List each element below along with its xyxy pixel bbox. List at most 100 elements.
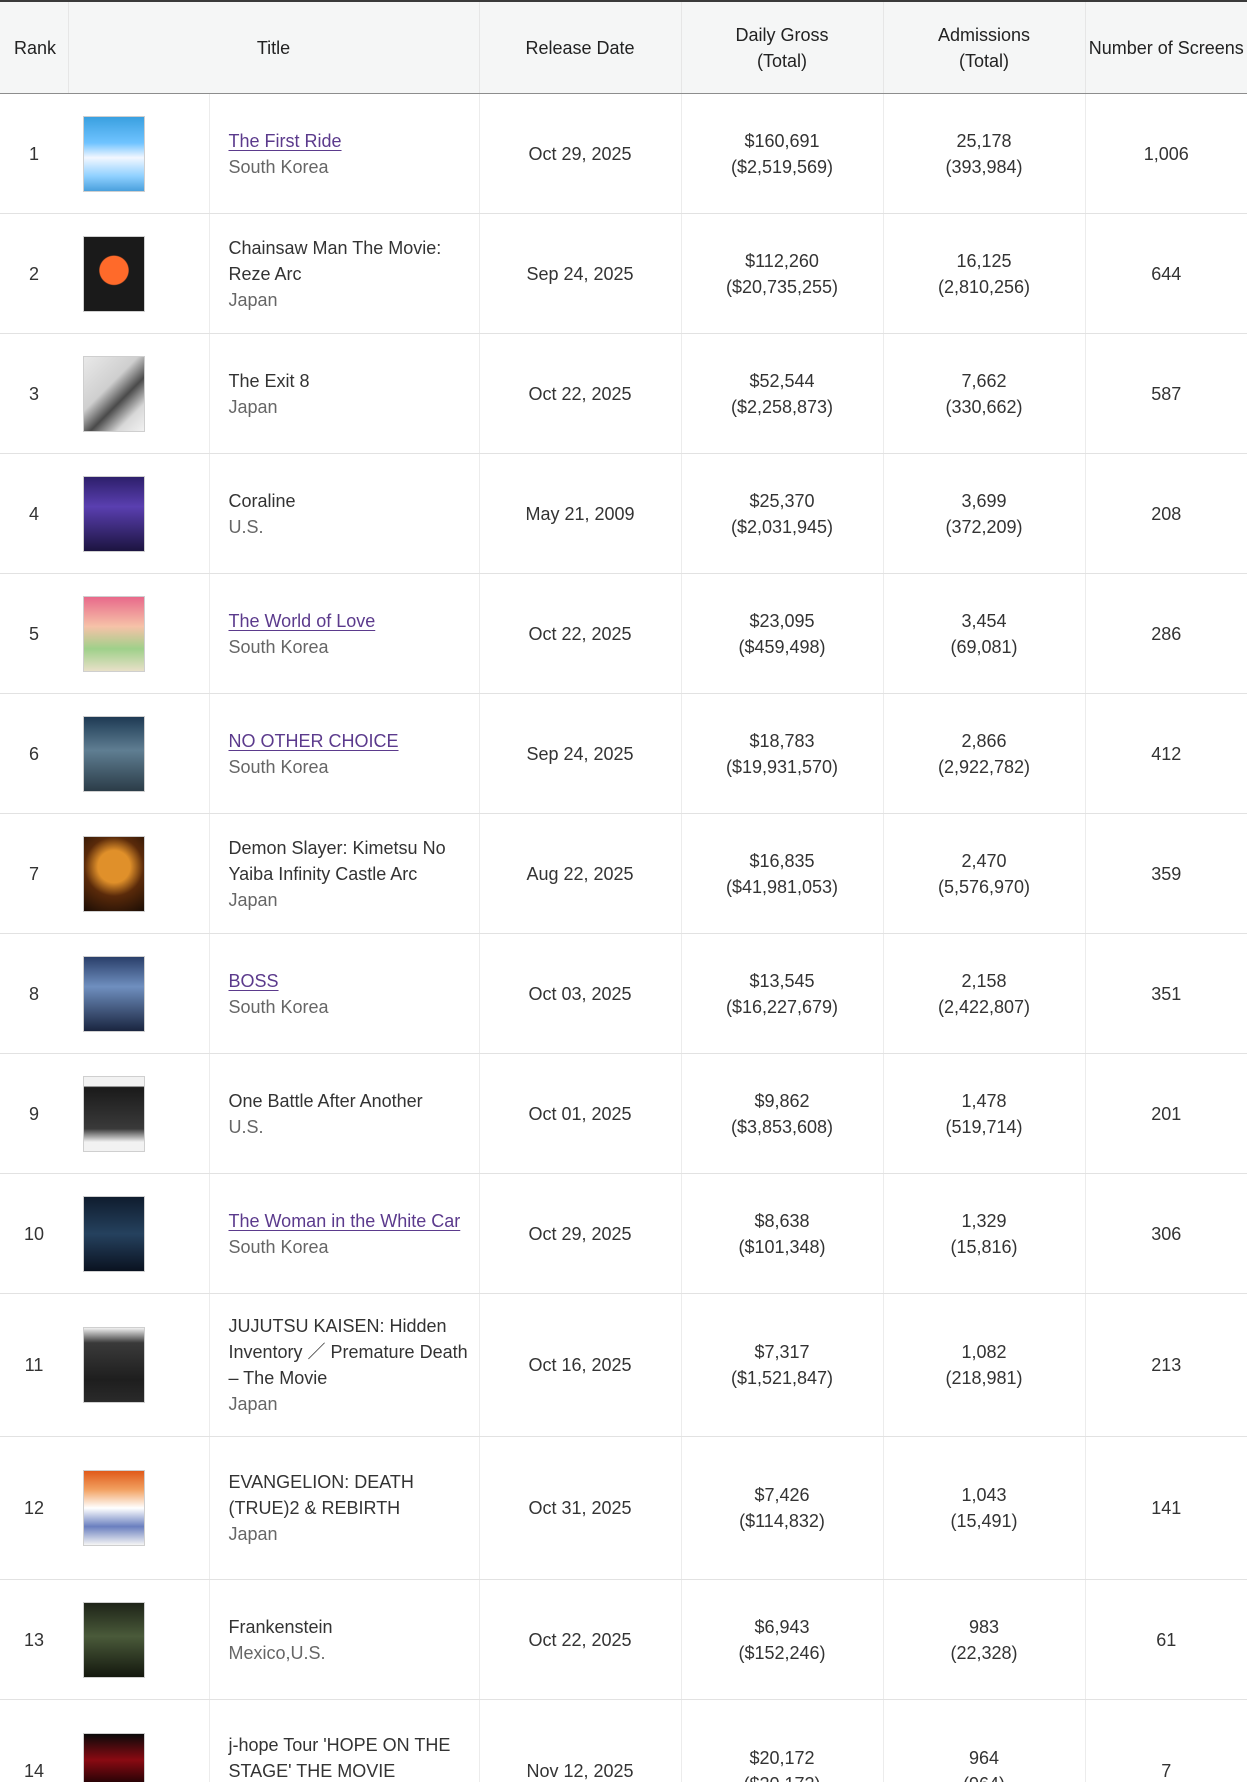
daily-admissions: 964 (968, 1748, 1000, 1768)
movie-country: Japan (228, 396, 278, 417)
screens-count: 412 (1151, 743, 1182, 764)
daily-gross-cell: $7,317 ($1,521,847) (681, 1293, 884, 1437)
release-date-cell: Oct 22, 2025 (479, 333, 682, 454)
daily-gross-cell: $112,260 ($20,735,255) (681, 213, 884, 334)
title-cell: Demon Slayer: Kimetsu No Yaiba Infinity … (209, 813, 480, 934)
movie-title-link[interactable]: NO OTHER CHOICE (228, 730, 399, 751)
release-date: Nov 12, 2025 (526, 1761, 634, 1781)
poster-cell (68, 1579, 210, 1700)
movie-country: South Korea (228, 636, 329, 657)
total-gross: ($41,981,053) (725, 876, 839, 897)
table-header: Rank Title Release Date Daily Gross (Tota… (0, 2, 1247, 94)
table-row: 10 The Woman in the White Car South Korea O… (0, 1173, 1247, 1294)
release-date: Sep 24, 2025 (526, 263, 634, 284)
daily-gross: $16,835 (749, 850, 815, 871)
column-header-rank-label: Rank (14, 37, 57, 58)
admissions-cell: 3,454 (69,081) (883, 573, 1086, 694)
total-gross: ($152,246) (738, 1642, 826, 1663)
title-cell: The Woman in the White Car South Korea (209, 1173, 480, 1294)
screens-count: 141 (1151, 1498, 1182, 1518)
poster-image[interactable] (83, 475, 145, 552)
column-header-admissions[interactable]: Admissions (Total) (883, 2, 1086, 94)
rank-cell: 11 (0, 1293, 68, 1437)
poster-image[interactable] (83, 235, 145, 312)
daily-gross: $18,783 (749, 730, 815, 751)
daily-gross-cell: $23,095 ($459,498) (681, 573, 884, 694)
rank-cell: 1 (0, 93, 68, 214)
poster-cell (68, 933, 210, 1054)
admissions-cell: 2,158 (2,422,807) (883, 933, 1086, 1054)
movie-title-link[interactable]: The First Ride (228, 130, 342, 151)
column-header-daily-gross[interactable]: Daily Gross (Total) (681, 2, 884, 94)
movie-country: Mexico,U.S. (228, 1642, 326, 1663)
screens-count: 587 (1151, 383, 1182, 404)
rank-value: 11 (24, 1355, 44, 1375)
movie-title: JUJUTSU KAISEN: Hidden Inventory ／ Prema… (228, 1316, 468, 1388)
title-cell: The World of Love South Korea (209, 573, 480, 694)
daily-admissions: 16,125 (956, 250, 1012, 271)
rank-value: 3 (28, 383, 39, 404)
daily-gross: $112,260 (745, 250, 819, 271)
rank-value: 8 (28, 983, 39, 1004)
poster-image[interactable] (83, 835, 145, 912)
rank-cell: 4 (0, 453, 68, 574)
poster-image[interactable] (83, 1601, 145, 1678)
column-header-screens[interactable]: Number of Screens (1085, 2, 1247, 94)
movie-country: Japan (228, 289, 278, 310)
daily-admissions: 3,454 (961, 610, 1007, 631)
poster-image[interactable] (83, 115, 145, 192)
title-cell: EVANGELION: DEATH (TRUE)2 & REBIRTH Japan (209, 1436, 480, 1580)
admissions-cell: 2,866 (2,922,782) (883, 693, 1086, 814)
screens-count: 1,006 (1143, 143, 1189, 164)
column-header-rank[interactable]: Rank (0, 2, 69, 94)
daily-admissions: 7,662 (961, 370, 1007, 391)
title-cell: j-hope Tour 'HOPE ON THE STAGE' THE MOVI… (209, 1699, 480, 1782)
poster-image[interactable] (83, 355, 145, 432)
daily-gross: $6,943 (754, 1616, 810, 1637)
column-header-title[interactable]: Title (68, 2, 480, 94)
release-date-cell: Oct 01, 2025 (479, 1053, 682, 1174)
movie-title-link[interactable]: BOSS (228, 970, 279, 991)
screens-cell: 587 (1085, 333, 1247, 454)
screens-cell: 141 (1085, 1436, 1247, 1580)
movie-title: Frankenstein (228, 1616, 333, 1637)
total-gross: ($2,258,873) (730, 396, 834, 417)
poster-image[interactable] (83, 1075, 145, 1152)
total-admissions: (5,576,970) (937, 876, 1031, 897)
poster-image[interactable] (83, 1195, 145, 1272)
daily-admissions: 25,178 (956, 130, 1012, 151)
admissions-cell: 983 (22,328) (883, 1579, 1086, 1700)
rank-value: 5 (28, 623, 39, 644)
daily-gross-cell: $18,783 ($19,931,570) (681, 693, 884, 814)
movie-country: South Korea (228, 756, 329, 777)
rank-value: 10 (23, 1223, 45, 1244)
rank-value: 12 (23, 1498, 45, 1518)
total-gross: ($459,498) (738, 636, 826, 657)
release-date-cell: Oct 03, 2025 (479, 933, 682, 1054)
title-cell: Coraline U.S. (209, 453, 480, 574)
total-admissions: (218,981) (945, 1368, 1023, 1388)
table-row: 12 EVANGELION: DEATH (TRUE)2 & REBIRTH Jap… (0, 1436, 1247, 1580)
poster-image[interactable] (83, 595, 145, 672)
screens-count: 208 (1151, 503, 1182, 524)
release-date-cell: May 21, 2009 (479, 453, 682, 574)
screens-cell: 213 (1085, 1293, 1247, 1437)
poster-image[interactable] (83, 1470, 145, 1546)
screens-count: 286 (1151, 623, 1182, 644)
daily-admissions: 2,866 (961, 730, 1007, 751)
release-date: Oct 01, 2025 (528, 1103, 632, 1124)
daily-gross: $8,638 (754, 1210, 810, 1231)
release-date: Oct 22, 2025 (528, 383, 632, 404)
movie-title-link[interactable]: The Woman in the White Car (228, 1210, 461, 1231)
column-header-release-date[interactable]: Release Date (479, 2, 682, 94)
poster-image[interactable] (83, 955, 145, 1032)
poster-image[interactable] (83, 1733, 145, 1782)
movie-country: South Korea (228, 996, 329, 1017)
poster-image[interactable] (83, 715, 145, 792)
movie-title-link[interactable]: The World of Love (228, 610, 376, 631)
poster-image[interactable] (83, 1327, 145, 1403)
poster-cell (68, 573, 210, 694)
header-row: Rank Title Release Date Daily Gross (Tota… (0, 2, 1247, 94)
daily-gross-cell: $13,545 ($16,227,679) (681, 933, 884, 1054)
